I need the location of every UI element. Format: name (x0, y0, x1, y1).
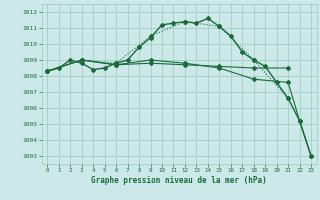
X-axis label: Graphe pression niveau de la mer (hPa): Graphe pression niveau de la mer (hPa) (91, 176, 267, 185)
